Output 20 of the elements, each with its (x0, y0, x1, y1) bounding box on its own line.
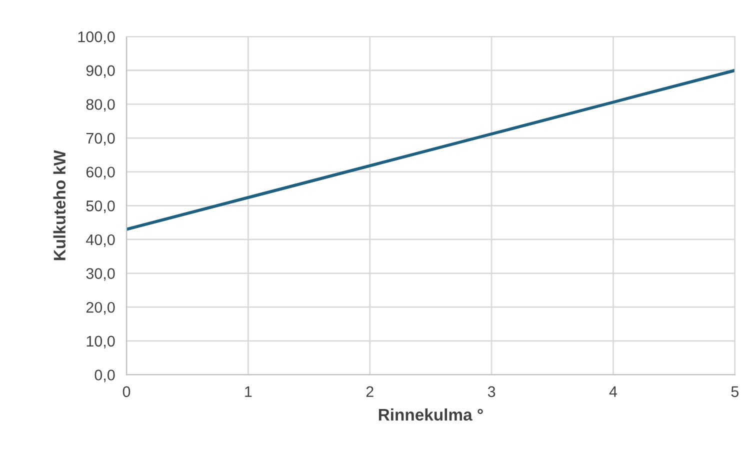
y-tick-label: 40,0 (86, 234, 115, 247)
x-tick-label: 3 (488, 386, 496, 398)
y-tick-label: 70,0 (86, 132, 115, 146)
y-tick-label: 90,0 (86, 65, 115, 78)
line-series (126, 68, 735, 231)
y-tick-label: 30,0 (86, 268, 115, 281)
y-tick-label: 10,0 (86, 336, 115, 348)
x-tick-label: 4 (609, 386, 618, 397)
x-tick-label: 1 (245, 386, 252, 397)
y-tick-label: 100,0 (78, 31, 115, 44)
y-tick-label: 50,0 (86, 200, 115, 214)
y-tick-label: 80,0 (86, 99, 115, 112)
y-tick-label: 60,0 (86, 166, 115, 180)
y-axis-title: Kulkuteho kW (53, 150, 66, 260)
x-tick-label: 0 (122, 386, 130, 398)
y-tick-label: 20,0 (86, 302, 115, 315)
x-tick-label: 2 (366, 386, 374, 397)
x-tick-label: 5 (731, 386, 739, 398)
y-tick-label: 0,0 (94, 370, 115, 382)
x-axis-title: Rinnekulma ° (378, 408, 483, 421)
